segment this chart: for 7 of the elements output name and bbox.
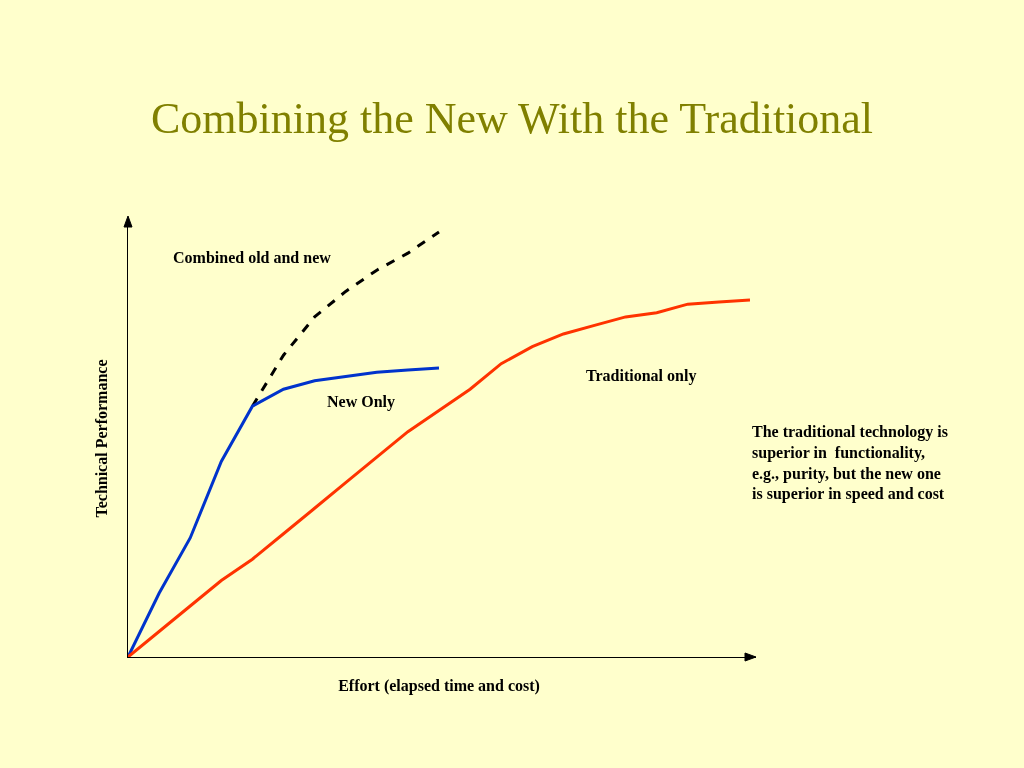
y-axis-title: Technical Performance xyxy=(92,359,110,518)
series-label: Combined old and new xyxy=(173,249,332,266)
chart-title: Combining the New With the Traditional xyxy=(150,94,874,144)
series-label: New Only xyxy=(327,393,395,411)
text: The traditional technology is superior in functionality, e.g., purity, but the new one is superior in speed and cost xyxy=(752,423,949,504)
x-axis-title: Effort (elapsed time and cost) xyxy=(338,677,540,696)
text: Traditional only xyxy=(586,367,697,385)
